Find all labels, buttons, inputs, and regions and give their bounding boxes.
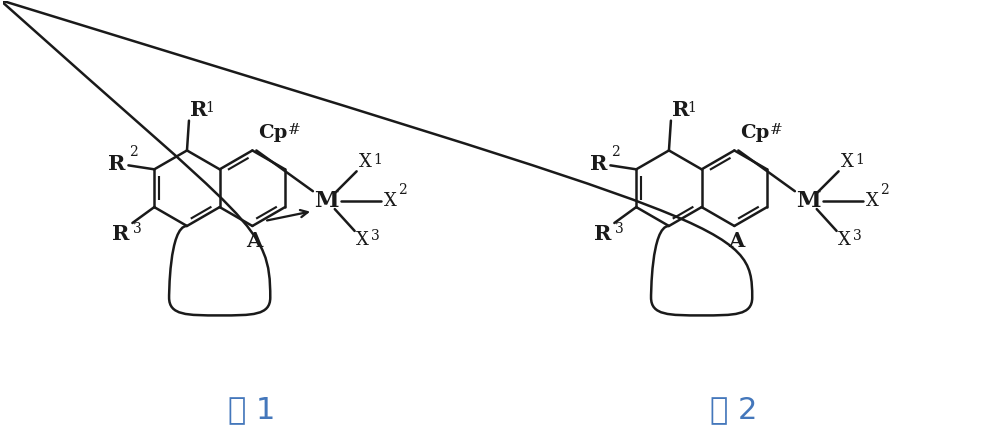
Text: A: A [728, 231, 744, 251]
Text: R: R [672, 100, 689, 120]
Text: X: X [841, 153, 853, 171]
Text: 2: 2 [880, 183, 889, 197]
Text: X: X [359, 153, 371, 171]
Text: 1: 1 [205, 101, 214, 115]
Text: Cp: Cp [258, 124, 288, 143]
Text: Cp: Cp [740, 124, 770, 143]
Text: 2: 2 [398, 183, 407, 197]
Text: X: X [383, 192, 396, 210]
Text: 1: 1 [374, 153, 382, 167]
Text: 2: 2 [611, 145, 620, 159]
Text: #: # [770, 123, 783, 136]
Text: 3: 3 [133, 222, 142, 236]
Text: M: M [315, 190, 339, 212]
Text: 3: 3 [615, 222, 624, 236]
Text: 1: 1 [687, 101, 696, 115]
Text: #: # [288, 123, 301, 136]
Text: X: X [356, 231, 369, 249]
Text: 式 1: 式 1 [228, 395, 275, 424]
Text: 3: 3 [371, 229, 379, 243]
Text: X: X [865, 192, 878, 210]
Text: 3: 3 [853, 229, 861, 243]
Text: A: A [246, 231, 262, 251]
Text: R: R [594, 224, 611, 244]
Text: 1: 1 [855, 153, 864, 167]
Text: 2: 2 [129, 145, 138, 159]
Text: R: R [112, 224, 129, 244]
Text: 式 2: 式 2 [710, 395, 757, 424]
Text: R: R [108, 154, 125, 175]
Text: M: M [797, 190, 821, 212]
Text: R: R [190, 100, 207, 120]
Text: X: X [838, 231, 850, 249]
Text: R: R [590, 154, 607, 175]
